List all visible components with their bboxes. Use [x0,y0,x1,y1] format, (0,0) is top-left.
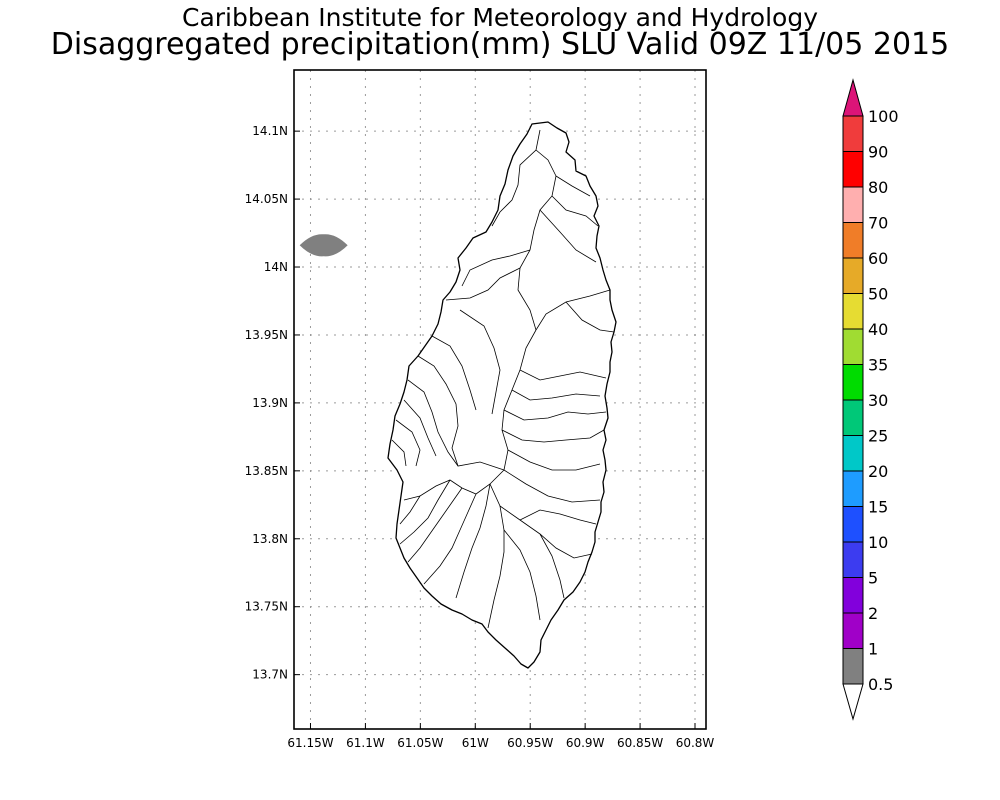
colorbar-label: 1 [868,640,878,659]
colorbar-label: 15 [868,498,888,517]
colorbar-swatch [842,186,864,223]
lon-tick-label: 60.95W [507,736,553,750]
colorbar-swatch [842,399,864,436]
colorbar-swatch [842,577,864,614]
longitude-axis: 61.15W 61.1W 61.05W 61W 60.95W 60.9W 60.85W 60.… [287,723,714,750]
colorbar-label: 2 [868,604,878,623]
colorbar-label: 70 [868,214,888,233]
lat-tick-label: 14.1N [252,124,288,138]
precipitation-layer [299,234,348,257]
colorbar-swatch [842,293,864,330]
lon-tick-label: 61.05W [397,736,443,750]
lat-tick-label: 14.05N [245,192,288,206]
lon-tick-label: 60.9W [566,736,605,750]
lon-tick-label: 61.1W [346,736,385,750]
colorbar-swatch [842,115,864,152]
map-frame [293,69,707,730]
colorbar-label: 35 [868,356,888,375]
lon-tick-label: 61W [462,736,489,750]
colorbar-swatch [842,470,864,507]
saint-lucia-island [387,121,617,669]
colorbar-swatch [842,648,864,685]
latitude-axis: 14.1N 14.05N 14N 13.95N 13.9N 13.85N 13.8N 13.7… [245,124,300,682]
lat-tick-label: 13.7N [252,668,288,682]
colorbar-label: 10 [868,533,888,552]
lat-tick-label: 13.85N [245,464,288,478]
colorbar-label: 0.5 [868,675,893,694]
island-coastline [387,121,617,669]
colorbar-swatch [842,506,864,543]
lat-tick-label: 14N [264,260,288,274]
colorbar-swatch [842,222,864,259]
precip-area [299,234,348,257]
colorbar-legend: 100 90 80 70 60 50 40 35 30 25 20 15 10 5 2 1 0.5 [842,78,899,721]
colorbar-label: 25 [868,427,888,446]
lat-tick-label: 13.9N [252,396,288,410]
watershed-boundaries [391,129,615,629]
colorbar-label: 30 [868,391,888,410]
colorbar-swatch [842,612,864,649]
colorbar-label: 90 [868,143,888,162]
colorbar-bottom-triangle [842,683,864,721]
colorbar-label: 40 [868,320,888,339]
lon-tick-label: 61.15W [287,736,333,750]
institution-title: Caribbean Institute for Meteorology and … [182,3,818,32]
colorbar-label: 20 [868,462,888,481]
lat-tick-label: 13.75N [245,600,288,614]
colorbar-label: 80 [868,178,888,197]
colorbar-label: 5 [868,569,878,588]
lon-tick-label: 60.85W [617,736,663,750]
colorbar-top-triangle [842,78,864,117]
colorbar-swatch [842,435,864,472]
lat-tick-label: 13.95N [245,328,288,342]
colorbar-label: 100 [868,107,899,126]
colorbar-swatch [842,151,864,188]
colorbar-label: 50 [868,285,888,304]
colorbar-swatch [842,328,864,365]
colorbar-swatch [842,257,864,294]
product-title: Disaggregated precipitation(mm) SLU Vali… [50,27,950,62]
colorbar-swatch [842,364,864,401]
lon-tick-label: 60.8W [676,736,715,750]
colorbar-swatch [842,541,864,578]
lat-tick-label: 13.8N [252,532,288,546]
colorbar-label: 60 [868,249,888,268]
